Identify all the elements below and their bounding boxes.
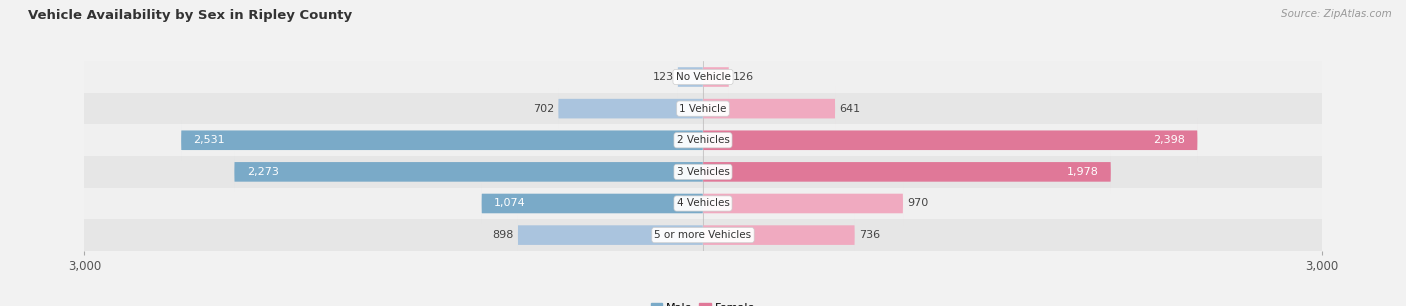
FancyBboxPatch shape	[235, 150, 703, 194]
Text: 4 Vehicles: 4 Vehicles	[676, 199, 730, 208]
FancyBboxPatch shape	[517, 213, 703, 257]
FancyBboxPatch shape	[481, 182, 703, 225]
Legend: Male, Female: Male, Female	[647, 298, 759, 306]
Text: 5 or more Vehicles: 5 or more Vehicles	[654, 230, 752, 240]
Text: 1 Vehicle: 1 Vehicle	[679, 104, 727, 114]
FancyBboxPatch shape	[84, 156, 1322, 188]
Text: No Vehicle: No Vehicle	[675, 72, 731, 82]
FancyBboxPatch shape	[703, 118, 1198, 162]
FancyBboxPatch shape	[703, 150, 1111, 194]
Text: 126: 126	[733, 72, 754, 82]
FancyBboxPatch shape	[703, 55, 728, 99]
FancyBboxPatch shape	[678, 55, 703, 99]
Text: 1,978: 1,978	[1067, 167, 1098, 177]
FancyBboxPatch shape	[84, 93, 1322, 125]
Text: 2,273: 2,273	[246, 167, 278, 177]
FancyBboxPatch shape	[84, 125, 1322, 156]
FancyBboxPatch shape	[558, 87, 703, 130]
Text: 970: 970	[907, 199, 928, 208]
Text: Source: ZipAtlas.com: Source: ZipAtlas.com	[1281, 9, 1392, 19]
FancyBboxPatch shape	[84, 219, 1322, 251]
FancyBboxPatch shape	[181, 118, 703, 162]
Text: 898: 898	[492, 230, 513, 240]
Text: 123: 123	[652, 72, 673, 82]
Text: 2,398: 2,398	[1153, 135, 1185, 145]
Text: 2,531: 2,531	[194, 135, 225, 145]
FancyBboxPatch shape	[703, 213, 855, 257]
Text: 1,074: 1,074	[494, 199, 526, 208]
Text: Vehicle Availability by Sex in Ripley County: Vehicle Availability by Sex in Ripley Co…	[28, 9, 353, 22]
FancyBboxPatch shape	[84, 188, 1322, 219]
Text: 641: 641	[839, 104, 860, 114]
Text: 702: 702	[533, 104, 554, 114]
Text: 3 Vehicles: 3 Vehicles	[676, 167, 730, 177]
Text: 2 Vehicles: 2 Vehicles	[676, 135, 730, 145]
FancyBboxPatch shape	[703, 182, 903, 225]
Text: 736: 736	[859, 230, 880, 240]
FancyBboxPatch shape	[703, 87, 835, 130]
FancyBboxPatch shape	[84, 61, 1322, 93]
